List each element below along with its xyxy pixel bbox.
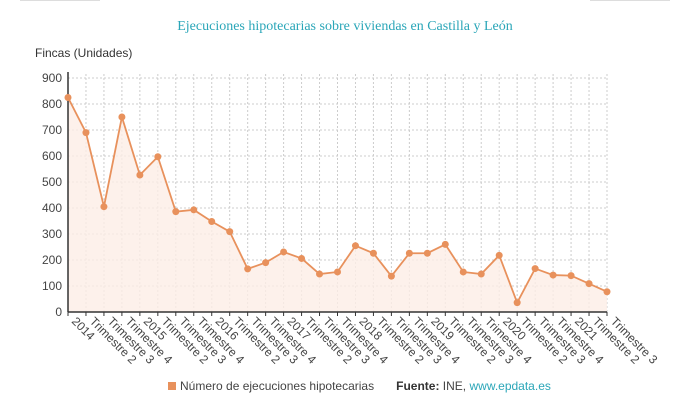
data-point	[280, 248, 288, 256]
data-point	[154, 153, 162, 161]
data-point	[118, 113, 126, 121]
y-tick-label: 0	[55, 305, 62, 319]
source: Fuente: INE, www.epdata.es	[396, 379, 551, 393]
source-link[interactable]: www.epdata.es	[469, 379, 551, 393]
chart-title: Ejecuciones hipotecarias sobre viviendas…	[177, 19, 513, 34]
data-point	[567, 272, 575, 280]
data-point	[262, 259, 270, 267]
legend: Número de ejecuciones hipotecarias Fuent…	[168, 379, 551, 393]
data-point	[405, 249, 413, 257]
source-label: Fuente:	[396, 379, 440, 393]
data-point	[172, 208, 180, 216]
area-fill	[68, 97, 607, 312]
y-axis-label: Fincas (Unidades)	[35, 46, 133, 60]
data-point	[477, 270, 485, 278]
data-point	[100, 203, 108, 211]
y-tick-label: 100	[42, 279, 62, 293]
data-point	[334, 268, 341, 276]
data-point	[82, 129, 90, 137]
data-point	[190, 206, 198, 214]
y-tick-label: 500	[42, 175, 62, 189]
data-point	[351, 242, 359, 250]
source-text: INE,	[442, 379, 467, 393]
y-tick-label: 700	[42, 123, 62, 137]
data-point	[208, 218, 216, 226]
data-point	[226, 228, 234, 236]
top-divider-left	[20, 0, 100, 1]
data-point	[531, 265, 539, 273]
data-point	[585, 280, 593, 288]
data-point	[603, 288, 611, 296]
top-divider-right	[590, 0, 670, 1]
data-point	[369, 249, 377, 257]
data-point	[136, 171, 144, 179]
legend-label: Número de ejecuciones hipotecarias	[180, 379, 375, 393]
data-point	[441, 240, 449, 248]
y-tick-label: 800	[42, 97, 62, 111]
data-point	[459, 268, 467, 276]
y-tick-label: 400	[42, 201, 62, 215]
data-point	[495, 251, 503, 259]
y-tick-label: 300	[42, 227, 62, 241]
data-point	[316, 270, 324, 278]
data-point	[244, 265, 252, 273]
data-point	[387, 272, 395, 280]
data-point	[423, 249, 431, 257]
y-tick-label: 600	[42, 149, 62, 163]
y-tick-label: 200	[42, 253, 62, 267]
data-point	[513, 299, 521, 307]
y-tick-label: 900	[42, 71, 62, 85]
data-point	[549, 271, 557, 279]
data-point	[298, 254, 306, 262]
legend-swatch	[168, 382, 176, 390]
data-point	[64, 94, 72, 101]
